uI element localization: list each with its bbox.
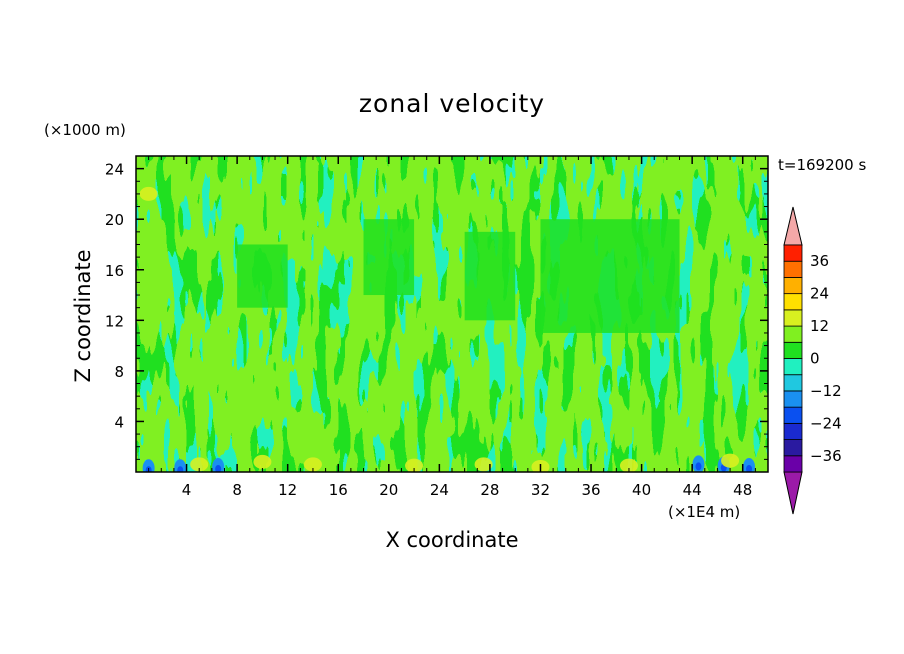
colorbar-swatch bbox=[783, 309, 803, 327]
colorbar-swatch bbox=[783, 439, 803, 457]
x-axis-label: X coordinate bbox=[385, 528, 518, 552]
colorbar-over-arrow bbox=[783, 206, 803, 246]
chart-title: zonal velocity bbox=[359, 89, 545, 118]
colorbar-tick-label: −12 bbox=[810, 382, 842, 400]
x-tick-label: 12 bbox=[278, 481, 297, 499]
y-tick-label: 24 bbox=[105, 161, 124, 179]
y-axis-label: Z coordinate bbox=[71, 249, 95, 382]
colorbar-tick-label: 0 bbox=[810, 350, 820, 368]
y-unit-label: (×1000 m) bbox=[44, 121, 126, 139]
field-positive-spot bbox=[405, 458, 424, 472]
time-label: t=169200 s bbox=[778, 156, 866, 174]
x-tick-label: 20 bbox=[379, 481, 398, 499]
field-positive-spot bbox=[474, 457, 493, 472]
x-tick-label: 44 bbox=[683, 481, 702, 499]
x-tick-label: 28 bbox=[480, 481, 499, 499]
colorbar-swatch bbox=[783, 455, 803, 473]
colorbar-swatch bbox=[783, 374, 803, 392]
colorbar-swatch bbox=[783, 358, 803, 376]
x-tick-label: 24 bbox=[430, 481, 449, 499]
field-negative-spot bbox=[174, 459, 187, 472]
colorbar-tick-label: 36 bbox=[810, 252, 829, 270]
field-positive-spot bbox=[619, 458, 638, 472]
field-positive-spot bbox=[190, 457, 209, 472]
x-tick-label: 36 bbox=[581, 481, 600, 499]
colorbar-swatch bbox=[783, 390, 803, 408]
field-region bbox=[540, 219, 680, 333]
field-strong-negative-spot bbox=[746, 464, 753, 472]
y-tick-label: 4 bbox=[114, 413, 124, 431]
colorbar-swatch bbox=[783, 244, 803, 262]
field-region bbox=[363, 219, 415, 296]
x-tick-label: 16 bbox=[329, 481, 348, 499]
colorbar-swatch bbox=[783, 293, 803, 311]
plot-area bbox=[136, 156, 768, 472]
colorbar-tick-label: 24 bbox=[810, 285, 829, 303]
colorbar-swatch bbox=[783, 260, 803, 278]
y-axis: 4 8 12 16 20 24 bbox=[105, 161, 768, 460]
y-tick-label: 8 bbox=[114, 363, 124, 381]
colorbar-swatch bbox=[783, 422, 803, 440]
colorbar-swatch bbox=[783, 406, 803, 424]
colorbar-under-arrow bbox=[783, 471, 803, 515]
x-tick-label: 32 bbox=[531, 481, 550, 499]
field-positive-spot bbox=[303, 457, 322, 472]
x-tick-label: 8 bbox=[232, 481, 242, 499]
x-tick-label: 4 bbox=[182, 481, 192, 499]
colorbar: −36 −24 −12 0 12 24 36 bbox=[783, 206, 842, 515]
field-features bbox=[139, 186, 756, 472]
field-positive-spot bbox=[253, 454, 272, 469]
colorbar-swatch bbox=[783, 341, 803, 359]
colorbar-tick-label: −36 bbox=[810, 447, 842, 465]
field-strong-negative-spot bbox=[695, 462, 702, 471]
x-tick-label: 40 bbox=[632, 481, 651, 499]
field-positive-spot bbox=[139, 186, 158, 201]
field-positive-spot bbox=[721, 453, 740, 468]
x-axis: 4 8 12 16 20 24 28 32 36 40 44 48 bbox=[148, 156, 756, 499]
field-strong-negative-spot bbox=[215, 464, 222, 472]
colorbar-swatch bbox=[783, 277, 803, 295]
y-tick-label: 12 bbox=[105, 312, 124, 330]
field-region bbox=[237, 244, 288, 308]
x-tick-label: 48 bbox=[733, 481, 752, 499]
y-tick-label: 16 bbox=[105, 262, 124, 280]
colorbar-tick-label: −24 bbox=[810, 414, 842, 432]
field-region bbox=[464, 231, 516, 321]
colorbar-tick-label: 12 bbox=[810, 317, 829, 335]
field-negative-spot bbox=[142, 459, 155, 472]
y-tick-label: 20 bbox=[105, 211, 124, 229]
field-strong-negative-spot bbox=[177, 466, 184, 472]
colorbar-swatch bbox=[783, 325, 803, 343]
x-unit-label: (×1E4 m) bbox=[668, 503, 740, 521]
